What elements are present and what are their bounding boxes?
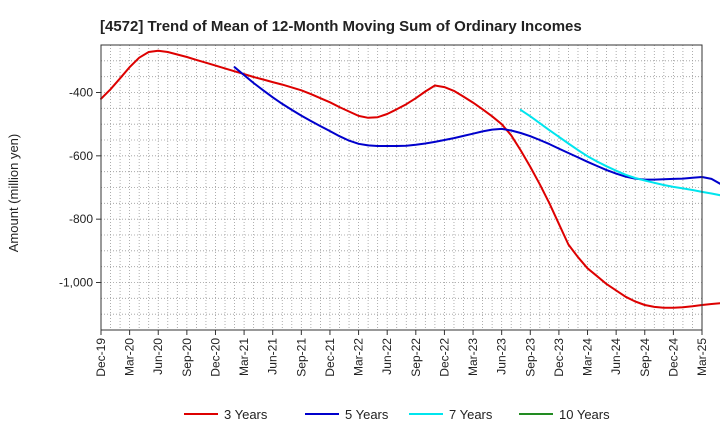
series-line-5-years: [233, 66, 720, 185]
x-tick-label: Sep-21: [294, 338, 308, 377]
legend-label-5-years: 5 Years: [345, 407, 389, 422]
plot-frame: [100, 44, 703, 331]
y-tick-label: -800: [69, 212, 93, 226]
x-tick-label: Jun-24: [609, 338, 623, 375]
y-tick-label: -1,000: [59, 276, 93, 290]
x-tick-label: Jun-23: [495, 338, 509, 375]
grid: [101, 45, 702, 330]
legend-label-3-years: 3 Years: [224, 407, 268, 422]
x-tick-label: Jun-22: [380, 338, 394, 375]
y-axis-ticks: -400 -600 -800 -1,000: [59, 86, 101, 290]
x-tick-label: Mar-22: [352, 338, 366, 376]
x-tick-label: Sep-20: [180, 338, 194, 377]
x-tick-label: Jun-21: [266, 338, 280, 375]
x-tick-label: Jun-20: [151, 338, 165, 375]
y-axis-label: Amount (million yen): [6, 134, 21, 253]
y-tick-label: -400: [69, 86, 93, 100]
series-line-7-years: [519, 108, 720, 197]
x-tick-label: Dec-21: [323, 338, 337, 377]
x-tick-label: Sep-22: [409, 338, 423, 377]
chart-title: [4572] Trend of Mean of 12-Month Moving …: [100, 18, 582, 35]
x-tick-label: Dec-24: [666, 338, 680, 377]
x-tick-label: Dec-22: [437, 338, 451, 377]
series-line-3-years: [100, 49, 720, 309]
x-tick-label: Mar-23: [466, 338, 480, 376]
legend-label-10-years: 10 Years: [559, 407, 610, 422]
x-tick-label: Dec-19: [94, 338, 108, 377]
x-tick-label: Sep-23: [523, 338, 537, 377]
legend: 3 Years 5 Years 7 Years 10 Years: [184, 407, 610, 422]
x-tick-label: Mar-20: [123, 338, 137, 376]
y-tick-label: -600: [69, 149, 93, 163]
x-tick-label: Mar-25: [695, 338, 709, 376]
legend-label-7-years: 7 Years: [449, 407, 493, 422]
x-tick-label: Sep-24: [638, 338, 652, 377]
x-tick-label: Dec-20: [208, 338, 222, 377]
x-tick-label: Mar-21: [237, 338, 251, 376]
x-axis-ticks: Dec-19 Mar-20 Jun-20 Sep-20 Dec-20 Mar-21 Jun-…: [94, 330, 709, 377]
series-layer: [100, 49, 720, 309]
x-tick-label: Mar-24: [581, 338, 595, 376]
x-tick-label: Dec-23: [552, 338, 566, 377]
